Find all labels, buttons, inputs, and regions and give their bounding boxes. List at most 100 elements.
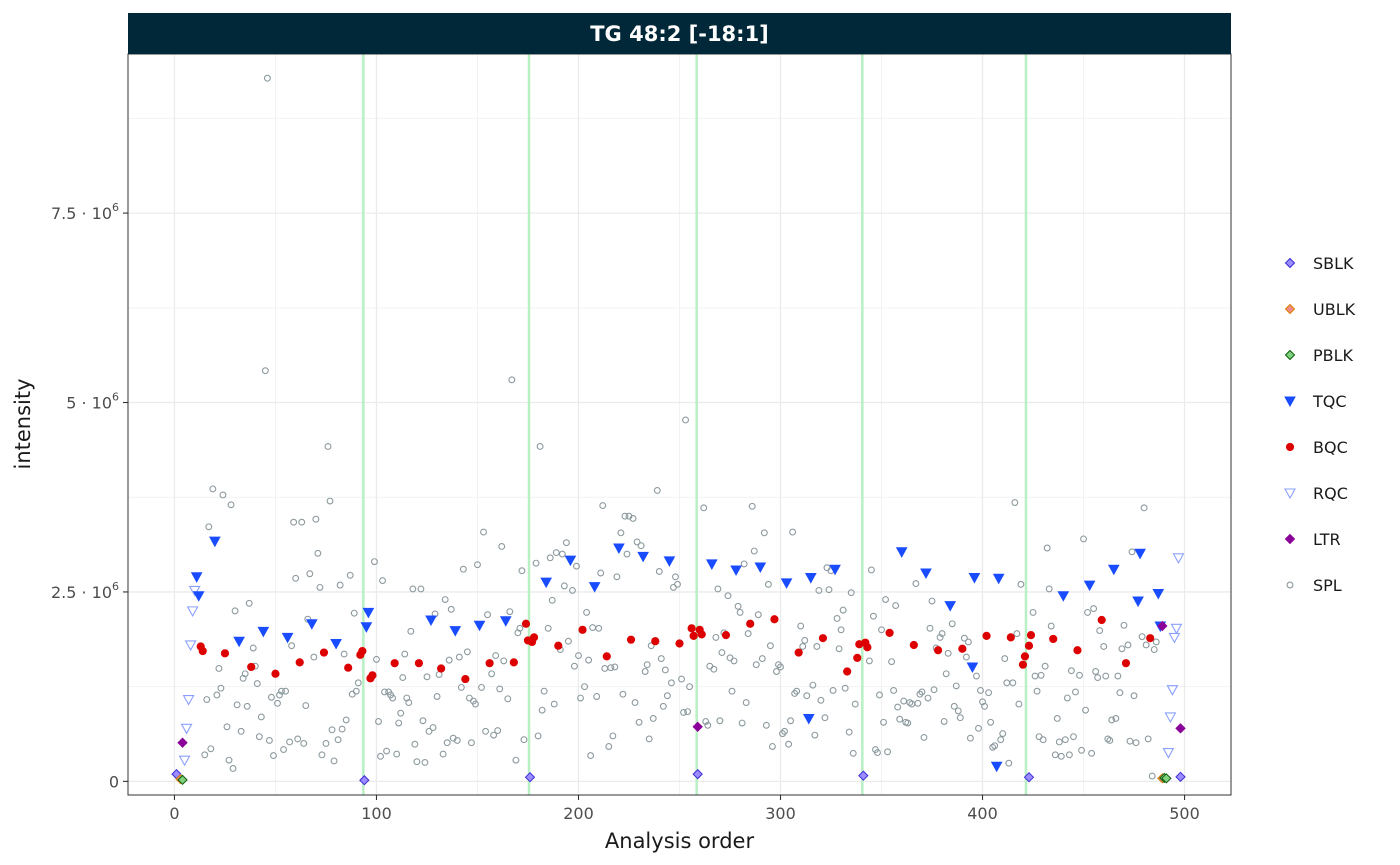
point-spl xyxy=(1055,738,1063,746)
point-ltr xyxy=(177,737,188,748)
point-spl xyxy=(678,675,685,683)
point-bqc xyxy=(1020,652,1030,661)
point-spl xyxy=(1114,672,1122,680)
point-spl xyxy=(1132,739,1140,747)
point-rqc xyxy=(182,694,195,706)
point-spl xyxy=(381,688,389,696)
point-tqc xyxy=(730,565,742,577)
point-spl xyxy=(213,691,221,699)
point-rqc xyxy=(178,755,191,767)
point-tqc xyxy=(990,761,1003,773)
point-tqc xyxy=(1134,548,1146,560)
point-spl xyxy=(777,663,784,671)
point-bqc xyxy=(982,631,991,640)
point-spl xyxy=(833,615,841,622)
point-spl xyxy=(1116,689,1124,697)
point-spl xyxy=(1051,751,1059,759)
point-spl xyxy=(581,683,589,691)
point-spl xyxy=(672,573,679,581)
point-spl xyxy=(474,561,481,569)
point-spl xyxy=(1128,548,1136,556)
point-spl xyxy=(878,626,885,634)
point-spl xyxy=(445,656,453,664)
point-ltr xyxy=(692,721,703,733)
point-spl xyxy=(217,684,225,692)
point-tqc xyxy=(895,547,908,558)
point-spl xyxy=(328,726,336,734)
point-bqc xyxy=(1006,633,1015,642)
grid-major xyxy=(128,54,1231,795)
point-bqc xyxy=(675,639,684,648)
grid-minor xyxy=(128,54,1231,795)
point-spl xyxy=(829,686,837,694)
point-spl xyxy=(657,655,665,663)
point-rqc xyxy=(1170,623,1183,635)
point-spl xyxy=(350,609,358,617)
legend-key-sblk xyxy=(1284,257,1296,269)
point-spl xyxy=(892,602,900,610)
point-spl xyxy=(1076,671,1083,679)
point-spl xyxy=(207,745,215,753)
point-spl xyxy=(659,702,667,710)
point-bqc xyxy=(626,635,636,644)
point-spl xyxy=(839,606,847,614)
point-spl xyxy=(740,560,748,568)
point-spl xyxy=(619,690,627,698)
point-bqc xyxy=(295,658,304,667)
point-spl xyxy=(629,515,637,522)
y-tick-label: 5 · 106 xyxy=(66,391,119,413)
point-spl xyxy=(536,443,544,450)
point-spl xyxy=(682,416,690,424)
point-bqc xyxy=(843,667,852,676)
point-spl xyxy=(803,692,811,700)
point-sblk xyxy=(858,770,869,781)
point-spl xyxy=(655,568,663,575)
point-spl xyxy=(278,687,285,695)
point-spl xyxy=(1120,621,1128,629)
point-spl xyxy=(643,661,651,669)
point-spl xyxy=(815,586,823,594)
point-spl xyxy=(1096,627,1104,635)
point-tqc xyxy=(257,626,270,638)
legend-key-ublk xyxy=(1284,303,1296,315)
point-spl xyxy=(1094,674,1102,682)
point-spl xyxy=(653,486,661,494)
point-spl xyxy=(494,727,502,735)
point-spl xyxy=(849,749,857,757)
point-spl xyxy=(742,699,750,707)
point-spl xyxy=(346,571,354,579)
point-spl xyxy=(940,718,948,725)
point-spl xyxy=(425,727,433,735)
point-spl xyxy=(312,515,320,523)
legend-item-ublk: UBLK xyxy=(1284,300,1356,319)
point-spl xyxy=(773,668,780,675)
point-bqc xyxy=(651,637,660,646)
x-tick-label: 100 xyxy=(361,804,392,823)
point-spl xyxy=(371,558,378,566)
point-spl xyxy=(637,542,645,550)
point-spl xyxy=(490,731,498,739)
point-bqc xyxy=(220,649,230,658)
point-spl xyxy=(960,634,968,642)
point-spl xyxy=(880,718,887,726)
point-spl xyxy=(985,689,993,697)
point-spl xyxy=(900,697,908,705)
point-tqc xyxy=(588,582,601,593)
point-spl xyxy=(847,589,855,597)
point-spl xyxy=(667,679,675,687)
point-spl xyxy=(562,539,570,547)
point-spl xyxy=(801,636,809,644)
point-spl xyxy=(257,713,265,721)
point-spl xyxy=(1071,688,1079,696)
point-spl xyxy=(758,655,766,663)
point-spl xyxy=(417,585,425,593)
point-spl xyxy=(457,683,465,691)
point-spl xyxy=(730,657,738,665)
point-spl xyxy=(595,624,603,632)
point-tqc xyxy=(920,568,932,580)
point-spl xyxy=(270,752,277,760)
point-spl xyxy=(1080,535,1087,543)
series-bqc xyxy=(196,615,1155,684)
point-spl xyxy=(704,721,712,729)
point-spl xyxy=(587,752,595,760)
